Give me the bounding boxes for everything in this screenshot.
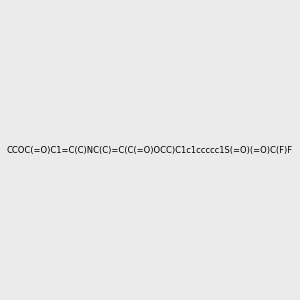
Text: CCOC(=O)C1=C(C)NC(C)=C(C(=O)OCC)C1c1ccccc1S(=O)(=O)C(F)F: CCOC(=O)C1=C(C)NC(C)=C(C(=O)OCC)C1c1cccc… <box>7 146 293 154</box>
